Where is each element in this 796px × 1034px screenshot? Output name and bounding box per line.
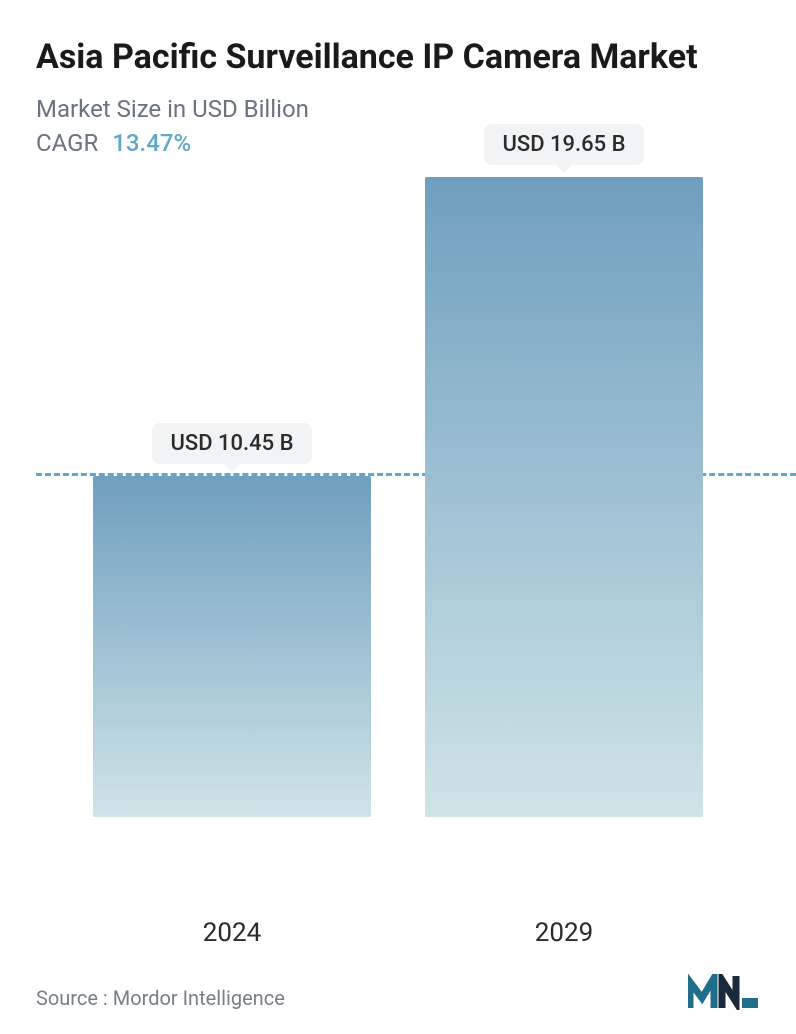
x-label-0: 2024 xyxy=(93,918,372,948)
x-axis-labels: 2024 2029 xyxy=(66,918,730,948)
cagr-label: CAGR xyxy=(36,129,98,157)
chart-title: Asia Pacific Surveillance IP Camera Mark… xyxy=(36,36,760,79)
chart-area: USD 10.45 B USD 19.65 B 2024 2029 xyxy=(36,177,760,967)
bar-0 xyxy=(93,476,372,816)
value-label-0: USD 10.45 B xyxy=(152,423,311,464)
bars-container: USD 10.45 B USD 19.65 B xyxy=(66,177,730,817)
chart-plot: USD 10.45 B USD 19.65 B xyxy=(36,177,796,817)
bar-group-1: USD 19.65 B xyxy=(425,177,704,817)
cagr-value: 13.47% xyxy=(112,129,191,157)
value-label-1: USD 19.65 B xyxy=(484,124,643,165)
x-label-1: 2029 xyxy=(425,918,704,948)
brand-logo-icon xyxy=(688,974,760,1010)
bar-1 xyxy=(425,177,704,817)
source-text: Source : Mordor Intelligence xyxy=(36,986,285,1010)
cagr-row: CAGR 13.47% xyxy=(36,129,760,157)
chart-subtitle: Market Size in USD Billion xyxy=(36,95,760,123)
bar-group-0: USD 10.45 B xyxy=(93,177,372,817)
chart-footer: Source : Mordor Intelligence xyxy=(36,974,760,1014)
